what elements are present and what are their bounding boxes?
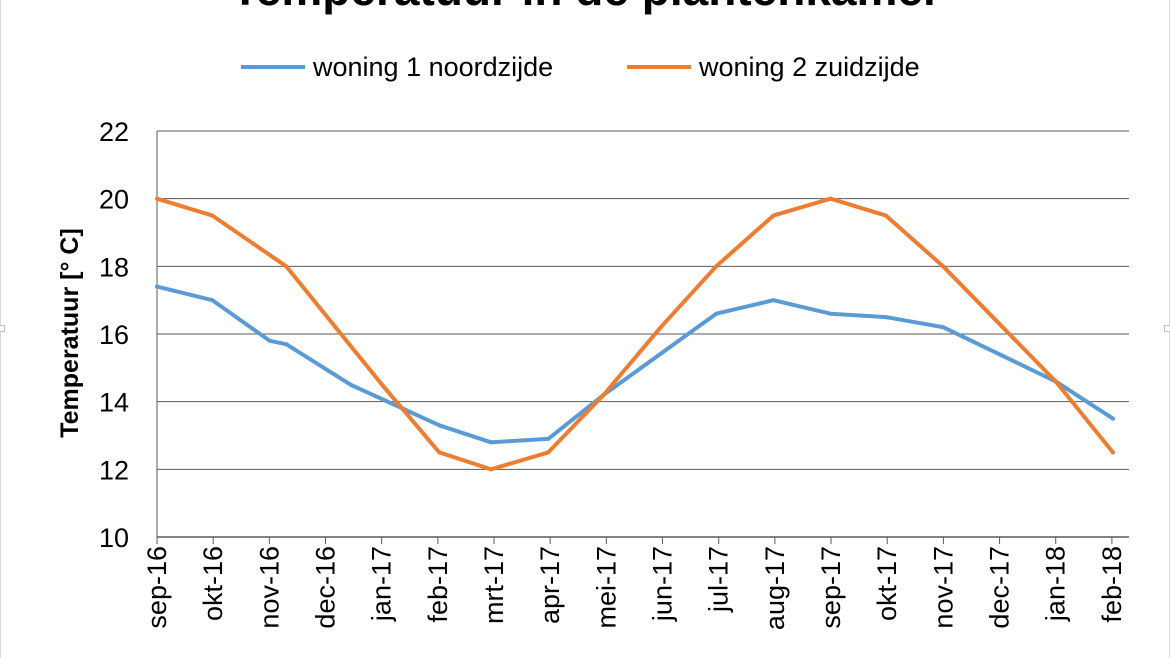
y-tick-label: 14 xyxy=(99,388,129,418)
data-point-s2-10 xyxy=(771,213,776,218)
data-point-s1-5 xyxy=(437,423,442,428)
x-tick-label-okt-17: okt-17 xyxy=(872,546,902,621)
legend-swatch-woning-1 xyxy=(241,65,305,69)
x-tick-label-apr-17: apr-17 xyxy=(535,546,565,624)
data-point-s2-5 xyxy=(489,467,494,472)
data-point-s1-11 xyxy=(828,311,833,316)
x-tick-label-okt-16: okt-16 xyxy=(198,546,228,621)
data-point-s2-4 xyxy=(437,450,442,455)
data-point-s2-6 xyxy=(546,450,551,455)
axis-layer xyxy=(156,131,1129,544)
chart-title: Temperatuur in de plantenkamer xyxy=(1,0,1170,16)
y-tick-label: 16 xyxy=(99,320,129,350)
x-tick-label-sep-16: sep-16 xyxy=(142,546,172,629)
x-tick-label-feb-17: feb-17 xyxy=(423,546,453,623)
data-point-s1-4 xyxy=(348,382,353,387)
label-layer: 10 12 14 16 18 20 22 sep-16 okt-16 nov-16 dec-16 ja… xyxy=(56,117,1127,630)
y-tick-label: 18 xyxy=(99,252,129,282)
data-point-s1-9 xyxy=(714,311,719,316)
data-point-s1-2 xyxy=(267,338,272,343)
legend-label-woning-1: woning 1 noordzijde xyxy=(313,51,554,82)
data-point-s1-15 xyxy=(1110,416,1115,421)
data-point-s2-3 xyxy=(380,382,385,387)
data-point-s1-13 xyxy=(941,325,946,330)
data-point-s1-0 xyxy=(155,284,159,289)
data-point-s2-2 xyxy=(284,264,289,269)
y-axis-title: Temperatuur [° C] xyxy=(56,228,84,438)
x-tick-label-mei-17: mei-17 xyxy=(591,546,621,629)
y-tick-label: 22 xyxy=(99,117,129,147)
x-tick-label-nov-17: nov-17 xyxy=(928,546,958,629)
data-point-s2-14 xyxy=(1053,379,1058,384)
x-tick-label-jan-18: jan-18 xyxy=(1041,546,1071,622)
data-point-s2-9 xyxy=(714,264,719,269)
x-tick-label-nov-16: nov-16 xyxy=(254,546,284,629)
y-tick-label: 20 xyxy=(99,185,129,215)
legend-item-woning-1: woning 1 noordzijde xyxy=(241,49,553,85)
x-tick-label-jun-17: jun-17 xyxy=(648,546,678,622)
data-point-s1-12 xyxy=(883,315,888,320)
data-point-s2-8 xyxy=(658,325,663,330)
data-point-s2-7 xyxy=(601,392,606,397)
data-point-s1-1 xyxy=(210,298,215,303)
series-line-2 xyxy=(155,196,1115,472)
y-tick-label: 10 xyxy=(99,523,129,553)
x-tick-label-feb-18: feb-18 xyxy=(1097,546,1127,623)
data-point-s2-12 xyxy=(883,213,888,218)
x-tick-label-dec-16: dec-16 xyxy=(311,546,341,629)
resize-handle-left[interactable] xyxy=(0,325,5,332)
data-point-s2-15 xyxy=(1110,450,1115,455)
legend-item-woning-2: woning 2 zuidzijde xyxy=(627,49,920,85)
resize-handle-right[interactable] xyxy=(1164,325,1170,332)
series-layer xyxy=(155,196,1115,472)
data-point-s2-0 xyxy=(155,196,159,201)
data-point-s2-11 xyxy=(828,196,833,201)
data-point-s1-10 xyxy=(771,298,776,303)
x-tick-label-mrt-17: mrt-17 xyxy=(479,546,509,624)
x-tick-label-aug-17: aug-17 xyxy=(760,546,790,630)
y-tick-label: 12 xyxy=(99,455,129,485)
x-tick-label-jan-17: jan-17 xyxy=(367,546,397,622)
legend-swatch-woning-2 xyxy=(627,65,691,69)
data-point-s1-7 xyxy=(546,436,551,441)
x-tick-label-dec-17: dec-17 xyxy=(985,546,1015,629)
data-point-s2-13 xyxy=(941,264,946,269)
data-point-s1-3 xyxy=(284,342,289,347)
legend-label-woning-2: woning 2 zuidzijde xyxy=(699,51,920,82)
x-tick-label-jul-17: jul-17 xyxy=(704,546,734,613)
data-point-s1-6 xyxy=(489,440,494,445)
grid-layer xyxy=(157,130,1129,538)
x-tick-label-sep-17: sep-17 xyxy=(816,546,846,629)
series-line-1 xyxy=(155,284,1115,445)
data-point-s2-1 xyxy=(210,213,215,218)
